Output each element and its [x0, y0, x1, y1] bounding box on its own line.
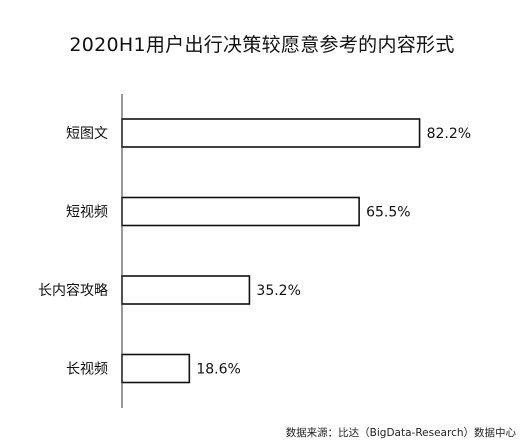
bar-2 [121, 275, 251, 305]
category-label-3: 长视频 [66, 362, 108, 378]
value-label-2: 35.2% [256, 283, 300, 299]
chart-title: 2020H1用户出行决策较愿意参考的内容形式 [69, 34, 455, 56]
bar-1 [121, 196, 360, 227]
value-label-3: 18.6% [196, 362, 240, 378]
category-label-0: 短图文 [66, 126, 108, 142]
bar-0 [121, 118, 421, 148]
value-label-1: 65.5% [366, 205, 410, 221]
bar-3 [121, 353, 191, 384]
source-note: 数据来源：比达（BigData-Research）数据中心 [285, 427, 516, 439]
value-label-0: 82.2% [427, 126, 471, 142]
category-label-1: 短视频 [66, 205, 108, 221]
labels-layer: 短图文 82.2% 短视频 65.5% 长内容攻略 35.2% 长视频 18.6% [38, 126, 471, 378]
category-label-2: 长内容攻略 [38, 282, 108, 299]
bars-layer [121, 118, 421, 384]
